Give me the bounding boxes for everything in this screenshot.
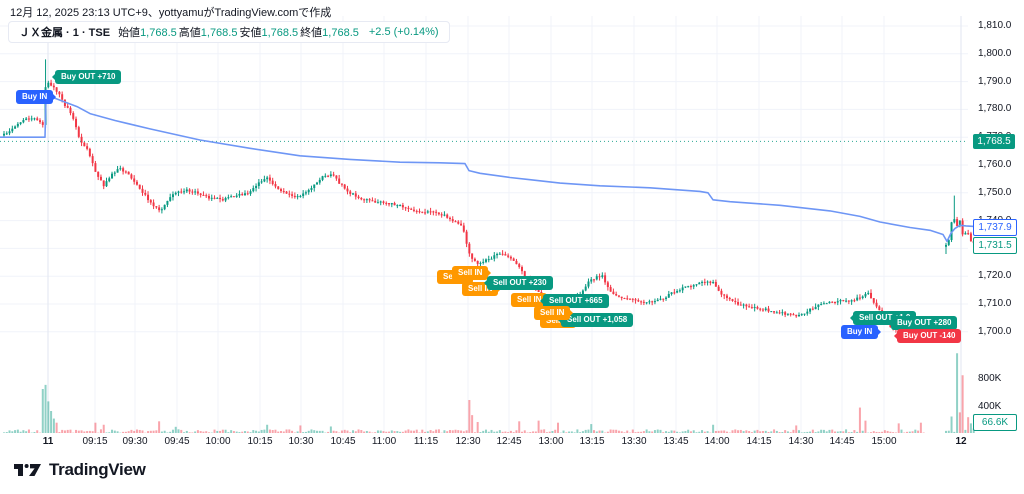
time-tick-label: 14:30: [788, 436, 814, 447]
time-tick-label: 10:45: [330, 436, 356, 447]
chart-attribution: 12月 12, 2025 23:13 UTC+9、yottyamuがTradin…: [10, 7, 332, 19]
price-tick-label: 1,710.0: [978, 298, 1012, 309]
time-tick-label: 09:30: [122, 436, 148, 447]
time-tick-label: 13:30: [621, 436, 647, 447]
price-tick-label: 1,700.0: [978, 325, 1012, 337]
time-tick-label: 10:15: [247, 436, 273, 447]
trade-marker[interactable]: Buy OUT -140: [897, 329, 962, 343]
price-tick-label: 1,800.0: [978, 47, 1012, 59]
ohlc-field: 高値1,768.5: [178, 27, 238, 39]
trade-marker[interactable]: Sell OUT +665: [543, 294, 609, 308]
time-tick-label: 13:15: [579, 436, 605, 447]
price-line-badge: 1,737.9: [973, 218, 1017, 236]
time-tick-label: 13:45: [663, 436, 689, 447]
trade-marker[interactable]: Sell OUT +1,058: [561, 313, 634, 327]
time-tick-label: 12:45: [496, 436, 522, 447]
symbol-title: ＪＸ金属 · 1 · TSE: [19, 27, 111, 39]
last-volume-badge: 66.6K: [973, 414, 1017, 431]
time-tick-label: 14:15: [746, 436, 772, 447]
time-tick-label: 10:30: [288, 436, 314, 447]
symbol-legend[interactable]: ＪＸ金属 · 1 · TSE 始値1,768.5 高値1,768.5 安値1,768…: [8, 21, 450, 43]
ohlc-field: 始値1,768.5: [118, 27, 177, 39]
time-tick-label: 09:45: [164, 436, 190, 447]
time-tick-label: 12:30: [455, 436, 481, 447]
time-tick-label: 09:15: [82, 436, 108, 447]
time-tick-label: 12: [955, 436, 967, 447]
tradingview-logo[interactable]: TradingView: [14, 460, 146, 480]
price-tick-label: 1,780.0: [978, 103, 1012, 115]
volume-tick-label: 400K: [978, 400, 1002, 412]
last-price-badge: 1,768.5: [973, 133, 1015, 149]
time-tick-label: 14:00: [704, 436, 730, 447]
price-tick-label: 1,750.0: [978, 186, 1012, 198]
price-tick-label: 1,760.0: [978, 159, 1012, 170]
time-tick-label: 11:00: [371, 436, 397, 447]
tradingview-logo-text: TradingView: [49, 460, 146, 479]
trade-marker[interactable]: Buy OUT +710: [55, 70, 122, 84]
ohlc-values: 始値1,768.5 高値1,768.5 安値1,768.5 終値1,768.5: [118, 24, 361, 40]
trade-marker[interactable]: Buy IN: [16, 90, 54, 104]
tradingview-logo-icon: [14, 464, 41, 476]
price-change: +2.5 (+0.14%): [368, 26, 439, 38]
trade-marker[interactable]: Sell IN: [534, 306, 571, 320]
time-tick-label: 13:00: [538, 436, 564, 447]
time-tick-label: 14:45: [829, 436, 855, 447]
trade-marker[interactable]: Buy IN: [841, 325, 879, 339]
price-tick-label: 1,810.0: [978, 20, 1012, 31]
trade-marker[interactable]: Sell IN: [452, 266, 489, 280]
price-tick-label: 1,790.0: [978, 75, 1012, 87]
trade-marker[interactable]: Buy OUT +280: [891, 316, 958, 330]
ohlc-field: 安値1,768.5: [239, 27, 299, 39]
price-line-badge: 1,731.5: [973, 236, 1017, 254]
trade-marker[interactable]: Sell OUT +230: [487, 276, 553, 290]
time-tick-label: 11:15: [413, 436, 439, 447]
time-tick-label: 15:00: [871, 436, 897, 447]
time-tick-label: 10:00: [205, 436, 231, 447]
price-tick-label: 1,720.0: [978, 270, 1012, 282]
ohlc-field: 終値1,768.5: [300, 27, 359, 39]
volume-tick-label: 800K: [978, 373, 1002, 384]
time-tick-label: 11: [42, 436, 54, 447]
